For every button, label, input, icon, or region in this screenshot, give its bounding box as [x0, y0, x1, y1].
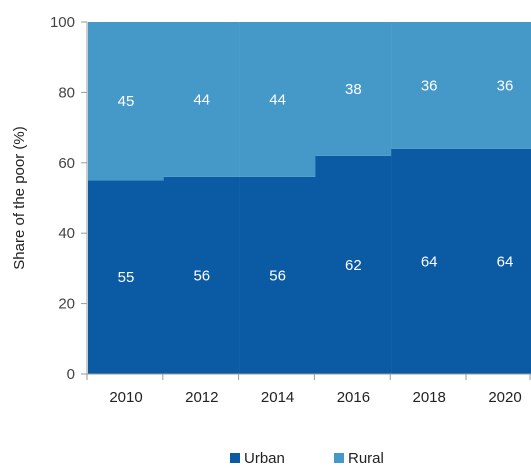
- y-tick-label: 0: [67, 366, 75, 383]
- x-tick-label: 2020: [488, 389, 521, 406]
- bar-value-label: 44: [269, 91, 286, 108]
- bar-segment-rural: [163, 22, 240, 177]
- bar-segment-urban: [163, 176, 240, 374]
- legend-item-rural: Rural: [334, 450, 384, 467]
- legend-item-urban: Urban: [230, 450, 285, 467]
- bar-value-label: 44: [193, 91, 210, 108]
- bar-value-label: 45: [118, 93, 135, 110]
- y-tick-label: 20: [58, 296, 75, 313]
- legend-swatch: [230, 453, 240, 463]
- x-tick-label: 2014: [261, 389, 294, 406]
- bar-segment-urban: [467, 148, 531, 374]
- x-tick-label: 2016: [337, 389, 370, 406]
- bar-value-label: 36: [497, 77, 514, 94]
- bar-value-label: 62: [345, 257, 362, 274]
- legend: Urban Rural: [230, 450, 384, 467]
- legend-swatch: [334, 453, 344, 463]
- y-axis-title: Share of the poor (%): [11, 126, 28, 269]
- bar-value-label: 64: [421, 253, 438, 270]
- bars: 55 45 56 44 56 44 62 38 64 36 64 36: [88, 22, 531, 374]
- bar-value-label: 38: [345, 81, 362, 98]
- bar-segment-rural: [88, 22, 164, 181]
- x-axis: 2010 2012 2014 2016 2018 2020: [86, 373, 531, 406]
- y-tick-label: 60: [58, 155, 75, 172]
- bar-segment-rural: [467, 22, 531, 149]
- x-tick-label: 2012: [185, 389, 218, 406]
- bar-value-label: 55: [118, 269, 135, 286]
- bar-segment-urban: [391, 148, 468, 374]
- bar-segment-urban: [315, 155, 392, 374]
- bar-value-label: 56: [193, 267, 210, 284]
- x-tick-label: 2018: [413, 389, 446, 406]
- bar-segment-rural: [315, 22, 392, 156]
- bar-segment-urban: [88, 180, 164, 374]
- y-tick-label: 100: [50, 14, 75, 31]
- bar-value-label: 56: [269, 267, 286, 284]
- bar-value-label: 64: [497, 253, 514, 270]
- y-tick-label: 40: [58, 225, 75, 242]
- x-tick-label: 2010: [109, 389, 142, 406]
- bar-segment-urban: [239, 176, 316, 374]
- bar-value-label: 36: [421, 77, 438, 94]
- legend-label: Rural: [348, 450, 384, 467]
- y-tick-label: 80: [58, 84, 75, 101]
- y-axis: 0 20 40 60 80 100: [50, 14, 88, 383]
- legend-label: Urban: [244, 450, 285, 467]
- bar-segment-rural: [391, 22, 468, 149]
- bar-segment-rural: [239, 22, 316, 177]
